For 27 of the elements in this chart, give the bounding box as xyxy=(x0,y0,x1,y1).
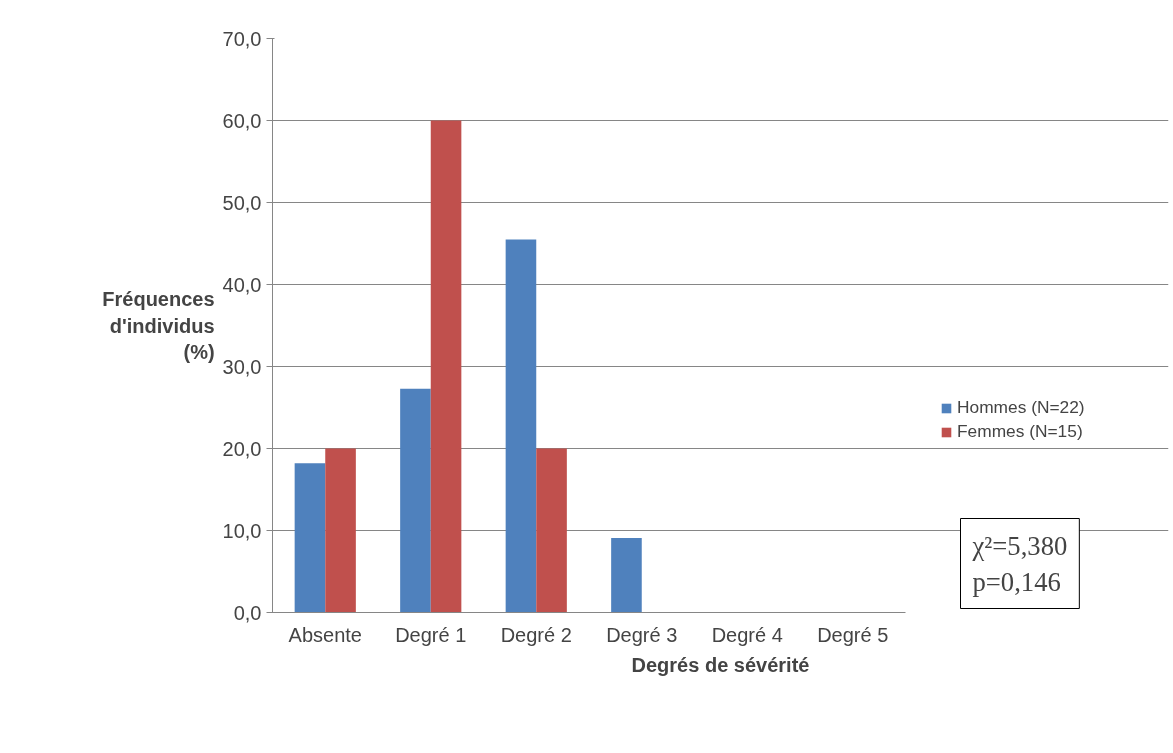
x-tick-label: Absente xyxy=(288,623,362,646)
bar xyxy=(325,448,356,613)
y-tick-label: 70,0 xyxy=(222,27,262,50)
bar xyxy=(400,388,431,613)
y-tick-label: 30,0 xyxy=(222,355,262,378)
y-tick-label: 10,0 xyxy=(222,519,262,542)
y-tick-label: 0,0 xyxy=(233,601,262,624)
x-axis-title: Degrés de sévérité xyxy=(631,653,810,676)
x-tick-label: Degré 3 xyxy=(606,623,678,646)
text: p=0,146 xyxy=(972,566,1061,597)
x-tick-label: Degré 1 xyxy=(395,623,467,646)
bar xyxy=(505,239,537,613)
bar xyxy=(430,120,462,613)
x-tick-label: Degré 5 xyxy=(817,623,889,646)
y-tick-label: 60,0 xyxy=(222,109,262,132)
y-tick-label: 40,0 xyxy=(222,273,262,296)
y-tick-label: 50,0 xyxy=(222,191,262,214)
bar xyxy=(611,537,642,613)
bar xyxy=(536,448,567,613)
x-tick-label: Degré 4 xyxy=(711,623,783,646)
bar xyxy=(294,463,326,613)
x-tick-label: Degré 2 xyxy=(500,623,572,646)
text: χ²=5,380 xyxy=(971,530,1068,561)
y-tick-label: 20,0 xyxy=(222,437,262,460)
legend-label: Femmes (N=15) xyxy=(957,421,1083,442)
legend-label: Hommes (N=22) xyxy=(957,397,1085,418)
y-axis-title: Fréquences d'individus (%) xyxy=(102,288,215,363)
